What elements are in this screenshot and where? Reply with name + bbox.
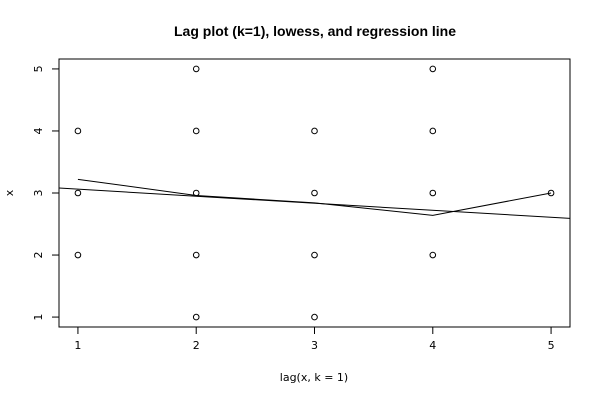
data-point bbox=[192, 251, 200, 259]
data-point bbox=[311, 189, 318, 197]
y-tick-label: 1 bbox=[32, 314, 45, 321]
x-tick-label: 2 bbox=[193, 339, 200, 352]
x-axis-label: lag(x, k = 1) bbox=[280, 371, 348, 384]
y-axis-label: x bbox=[3, 189, 16, 196]
data-point bbox=[429, 189, 437, 197]
x-axis: 1 2 3 4 5 bbox=[74, 326, 555, 352]
y-tick-label: 3 bbox=[32, 190, 45, 197]
data-point bbox=[74, 127, 82, 135]
y-tick-label: 2 bbox=[32, 252, 45, 259]
data-point bbox=[311, 127, 318, 135]
data-point bbox=[311, 251, 318, 259]
data-point bbox=[429, 65, 437, 73]
data-point bbox=[192, 127, 200, 135]
data-point bbox=[74, 251, 82, 259]
lowess-line bbox=[77, 178, 552, 216]
data-point bbox=[547, 189, 555, 197]
x-tick-label: 1 bbox=[74, 339, 81, 352]
regression-line bbox=[58, 187, 571, 219]
data-point bbox=[192, 313, 200, 321]
plot-area bbox=[58, 65, 571, 321]
data-point bbox=[192, 65, 200, 73]
x-tick-label: 5 bbox=[548, 339, 555, 352]
chart-title: Lag plot (k=1), lowess, and regression l… bbox=[174, 23, 456, 39]
y-axis: 1 2 3 4 5 bbox=[32, 65, 60, 321]
y-tick-label: 5 bbox=[32, 65, 45, 72]
data-point bbox=[74, 189, 82, 197]
data-point bbox=[429, 127, 437, 135]
data-point bbox=[311, 313, 318, 321]
y-tick-label: 4 bbox=[32, 127, 45, 134]
x-tick-label: 4 bbox=[429, 339, 436, 352]
data-point bbox=[429, 251, 437, 259]
x-tick-label: 3 bbox=[311, 339, 318, 352]
